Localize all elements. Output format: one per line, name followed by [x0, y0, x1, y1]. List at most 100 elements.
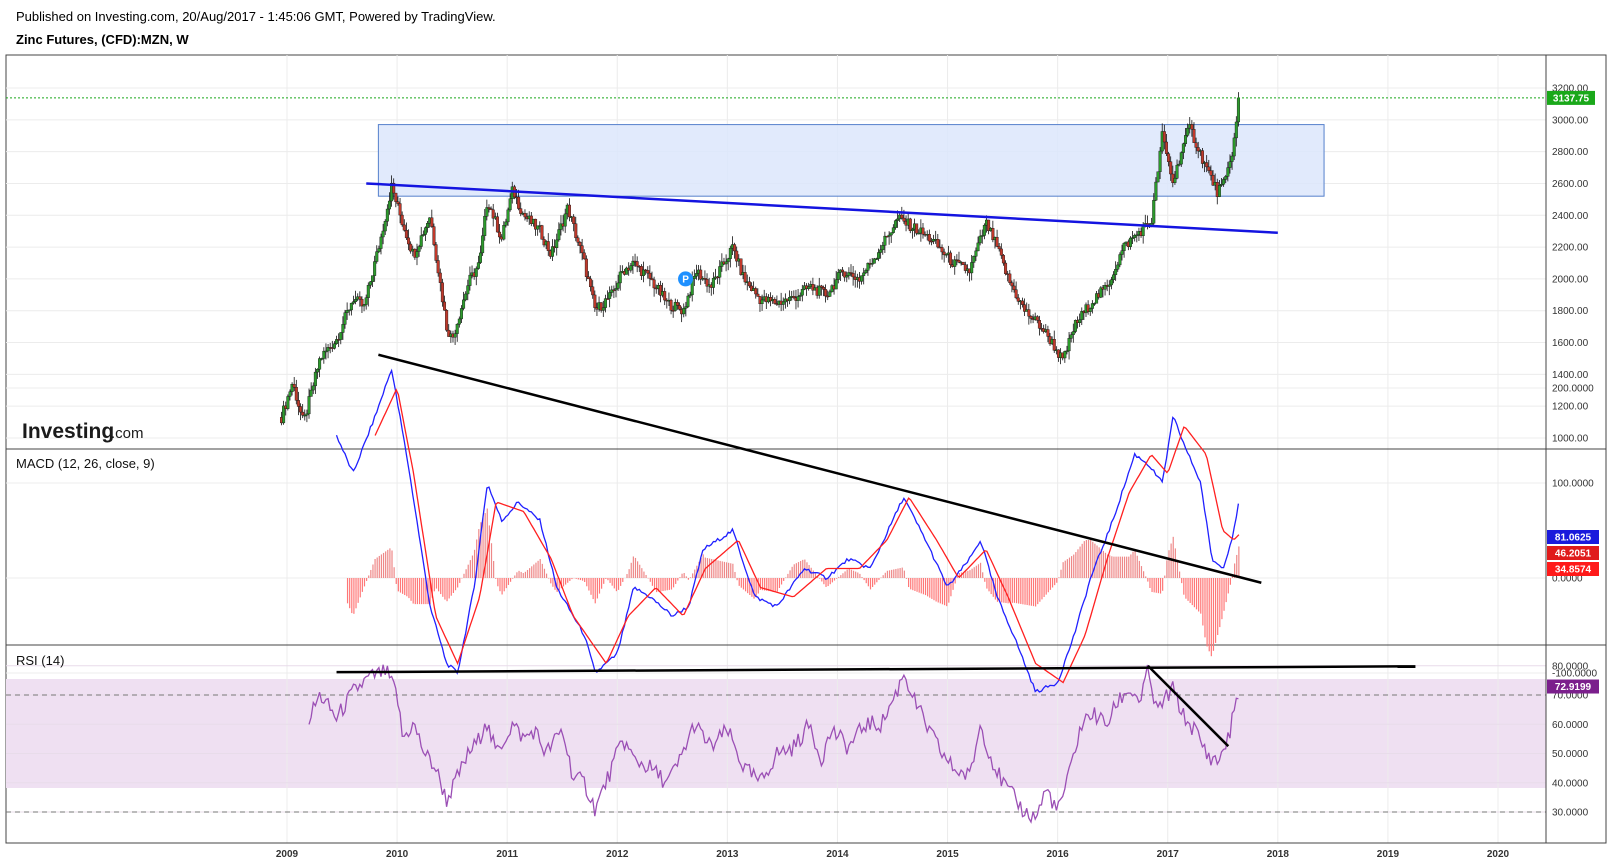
rsi-pane[interactable]: [308, 664, 1416, 824]
candle: [536, 225, 540, 230]
candle: [819, 285, 823, 288]
candle: [1167, 153, 1171, 162]
candle: [305, 413, 309, 416]
candle: [885, 235, 889, 238]
candle: [286, 396, 290, 409]
candle: [684, 306, 688, 309]
candle: [608, 292, 612, 299]
candle: [1156, 171, 1160, 183]
candle: [320, 358, 324, 360]
candle: [540, 225, 544, 240]
x-tick-label: 2018: [1267, 849, 1290, 860]
candle: [457, 318, 461, 325]
candle: [1158, 150, 1162, 172]
candle: [987, 219, 991, 232]
candle: [459, 308, 463, 320]
candle: [896, 218, 900, 221]
candle: [843, 271, 847, 278]
candle: [402, 224, 406, 231]
logo-main: Investing: [22, 420, 114, 443]
symbol-title: Zinc Futures, (CFD):MZN, W: [16, 32, 189, 47]
macd-tick-label: -100.0000: [1552, 669, 1597, 680]
candle: [466, 285, 470, 295]
candle: [430, 217, 434, 227]
candle: [1120, 250, 1124, 255]
candle: [574, 223, 578, 239]
candle: [891, 227, 895, 233]
candle: [1012, 285, 1016, 290]
candle: [593, 294, 597, 308]
candle: [646, 270, 650, 274]
macd-trendline: [378, 353, 1262, 584]
candle: [1118, 254, 1122, 266]
candle: [479, 252, 483, 263]
candle: [366, 284, 370, 298]
candle: [360, 298, 364, 307]
candle: [606, 298, 610, 300]
candle: [1177, 163, 1181, 166]
candle: [902, 217, 906, 222]
candle: [970, 262, 974, 274]
candle: [940, 247, 944, 253]
candle: [1217, 185, 1221, 197]
candle: [373, 261, 377, 276]
candle: [1184, 135, 1188, 144]
candle: [703, 278, 707, 280]
x-tick-label: 2009: [276, 849, 299, 860]
rsi-tick-label: 60.0000: [1552, 720, 1589, 731]
candle: [866, 262, 870, 271]
logo-suffix: .com: [111, 425, 144, 442]
candle: [851, 273, 855, 278]
price-pane[interactable]: P: [6, 92, 1546, 426]
candle: [999, 248, 1003, 256]
candle: [982, 224, 986, 236]
candle: [976, 242, 980, 252]
candle: [1194, 142, 1198, 148]
candle: [635, 261, 639, 267]
candle: [339, 332, 343, 340]
candle: [1014, 289, 1018, 299]
candle: [1116, 264, 1120, 270]
candle: [694, 273, 698, 277]
candle: [847, 272, 851, 276]
candle: [1052, 339, 1056, 351]
candle: [1228, 161, 1232, 168]
axes: 2009 2010 2011 2012 2013 2014 2015 2016 2017 2018…: [276, 84, 1599, 860]
candle: [508, 198, 512, 211]
candle: [828, 291, 832, 297]
candle: [421, 234, 425, 236]
candle: [631, 260, 635, 266]
candle: [557, 229, 561, 241]
candle: [618, 271, 622, 284]
candle: [517, 196, 521, 209]
candle: [282, 405, 286, 424]
candle: [1088, 308, 1092, 312]
price-tick-label: 2200.00: [1552, 243, 1589, 254]
candle: [400, 214, 404, 226]
candle: [1063, 351, 1067, 359]
macd-pane[interactable]: [335, 353, 1262, 693]
candle: [453, 333, 457, 338]
candle: [337, 339, 341, 341]
candle: [290, 383, 294, 393]
rsi-line: [308, 664, 1239, 824]
x-tick-label: 2015: [936, 849, 959, 860]
candle: [563, 213, 567, 227]
x-tick-label: 2017: [1157, 849, 1180, 860]
candle: [1023, 304, 1027, 312]
candle: [788, 297, 792, 302]
candle: [625, 267, 629, 275]
event-marker-icon: [678, 271, 694, 287]
candle: [468, 274, 472, 286]
candle: [870, 263, 874, 265]
candle: [504, 221, 508, 226]
candle: [462, 299, 466, 309]
candle: [601, 307, 605, 311]
candle: [1190, 124, 1194, 130]
candle: [877, 252, 881, 259]
candle: [1200, 150, 1204, 164]
candle: [491, 209, 495, 219]
candle: [849, 272, 853, 274]
candle: [445, 310, 449, 331]
